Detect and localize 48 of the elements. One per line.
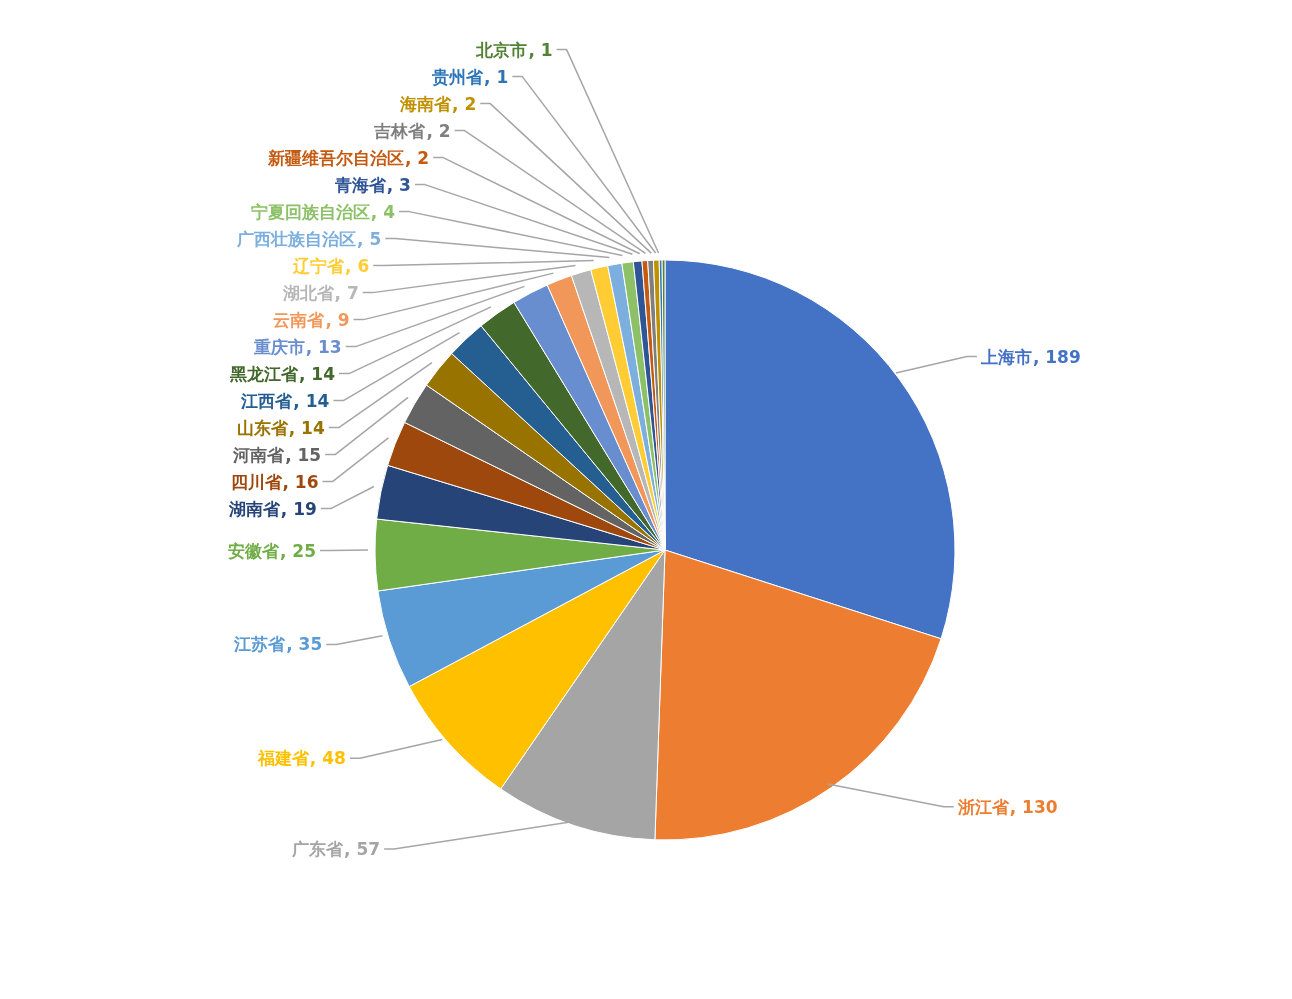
slice-label: 北京市 [475, 39, 528, 60]
slice-label: 四川省 [230, 471, 283, 492]
data-label: , 57 [344, 838, 381, 859]
data-label: , 19 [280, 498, 317, 519]
slice-label: 海南省 [399, 93, 453, 114]
slice-label: 新疆维吾尔自治区 [266, 147, 404, 168]
data-label: , 6 [345, 255, 370, 276]
data-label: , 2 [404, 147, 430, 168]
data-label: , 48 [309, 748, 346, 769]
data-label: , 14 [288, 417, 325, 438]
data-label: , 130 [1009, 796, 1058, 817]
data-label: , 1 [484, 66, 509, 87]
data-label: , 15 [285, 444, 322, 465]
slice-label: 辽宁省 [292, 255, 346, 276]
data-label: , 13 [305, 336, 342, 357]
data-label: , 5 [357, 228, 382, 249]
data-label: , 3 [386, 174, 411, 195]
data-label: , 2 [426, 120, 451, 141]
slice-label: 上海市 [979, 346, 1032, 367]
data-label: , 1 [528, 39, 553, 60]
slice-label: 安徽省 [227, 540, 280, 561]
slice-label: 河南省 [232, 444, 286, 465]
data-label: , 7 [334, 282, 359, 303]
slice-label: 吉林省 [373, 120, 427, 141]
slice-label: 湖南省 [227, 498, 281, 519]
slice-label: 福建省 [256, 748, 310, 769]
data-label: , 189 [1032, 346, 1081, 367]
slice-label: 贵州省 [431, 66, 485, 87]
data-label: , 16 [282, 471, 319, 492]
data-label: , 4 [370, 201, 396, 222]
slice-label: 江西省 [240, 390, 294, 411]
slice-label: 广东省 [291, 838, 345, 859]
slice-label: 广西壮族自治区 [236, 228, 357, 249]
data-label: , 14 [298, 363, 336, 384]
data-label: , 35 [286, 634, 323, 655]
slice-label: 浙江省 [956, 796, 1010, 817]
slice-label: 云南省 [273, 309, 326, 330]
slice-label: 湖北省 [281, 282, 335, 303]
slice-label: 山东省 [236, 417, 289, 438]
slice-label: 江苏省 [233, 634, 287, 655]
slice-label: 黑龙江省 [228, 363, 299, 384]
data-label: , 9 [325, 309, 350, 330]
slice-label: 青海省 [333, 174, 387, 195]
data-label: , 2 [452, 93, 477, 114]
slice-label: 重庆市 [252, 336, 305, 357]
data-label: , 25 [279, 540, 317, 561]
data-label: , 14 [293, 390, 330, 411]
slice-label: 宁夏回族自治区 [250, 201, 370, 222]
